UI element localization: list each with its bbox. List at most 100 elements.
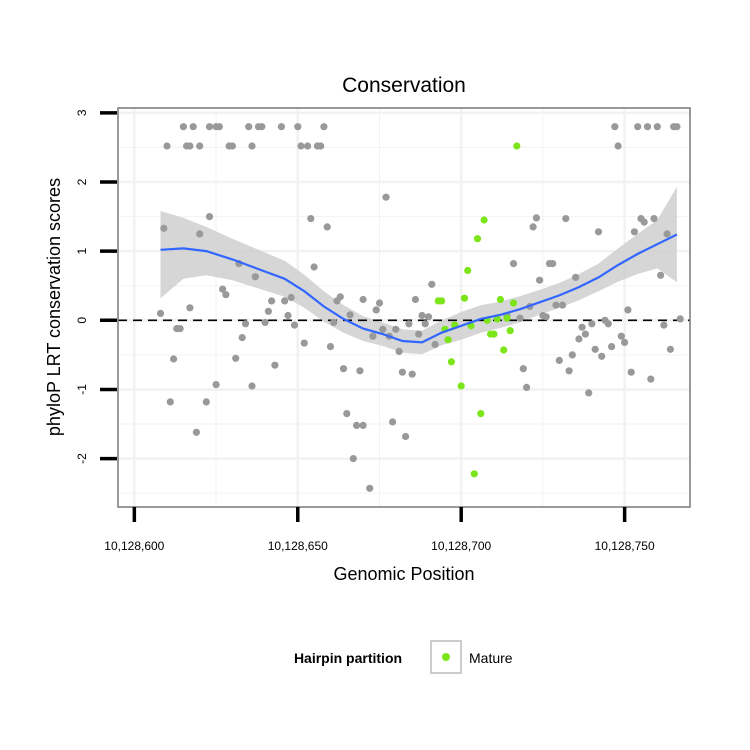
data-point [176, 325, 184, 333]
data-point [653, 123, 661, 131]
data-point-mature [477, 410, 485, 418]
data-point [189, 123, 197, 131]
data-point [608, 343, 616, 351]
data-point [621, 338, 629, 346]
legend-key-mature [442, 653, 450, 661]
data-point [604, 320, 612, 328]
x-axis: 10,128,600 10,128,650 10,128,700 10,128,750 [104, 507, 655, 553]
data-point-mature [473, 235, 482, 243]
data-point [202, 398, 210, 406]
data-point [261, 318, 269, 326]
data-point [359, 421, 367, 429]
data-point [402, 432, 410, 441]
data-point [356, 367, 364, 375]
data-point [297, 142, 305, 150]
data-point-mature [457, 382, 465, 390]
data-point [555, 356, 563, 364]
plot-panel-background [118, 108, 690, 507]
data-point-mature [509, 299, 518, 307]
data-point [395, 347, 403, 355]
data-point [219, 285, 227, 293]
data-point [264, 307, 272, 315]
data-point [585, 389, 593, 397]
data-point [552, 301, 560, 309]
data-point [405, 320, 413, 328]
chart-title: Conservation [342, 74, 466, 97]
data-point [304, 142, 312, 150]
data-point [277, 123, 285, 131]
data-point [320, 123, 328, 131]
y-tick-label: -2 [75, 453, 89, 464]
y-tick-label: 3 [75, 109, 89, 116]
data-point [369, 332, 377, 340]
data-point [353, 421, 361, 429]
data-point [660, 321, 668, 329]
data-point [398, 368, 406, 376]
x-tick-label: 10,128,750 [595, 539, 655, 553]
x-axis-title: Genomic Position [333, 564, 474, 584]
data-point [647, 375, 655, 383]
data-point [245, 123, 253, 131]
data-point [222, 291, 230, 299]
data-point [346, 311, 354, 319]
data-point-mature [464, 266, 472, 275]
x-tick-label: 10,128,650 [268, 539, 328, 553]
data-point [294, 123, 302, 131]
data-point [310, 263, 318, 271]
y-axis-title: phyloP LRT conservation scores [44, 178, 64, 436]
data-point [349, 455, 357, 463]
data-point [634, 123, 642, 131]
legend-title: Hairpin partition [294, 650, 402, 666]
data-point [241, 320, 250, 328]
legend: Hairpin partition Mature [294, 640, 513, 674]
data-point [630, 228, 639, 236]
data-point [196, 142, 204, 150]
data-point [640, 218, 648, 226]
data-point [549, 260, 557, 268]
data-point-mature [500, 346, 508, 354]
data-point [323, 223, 331, 231]
data-point-mature [503, 314, 511, 322]
data-point [238, 334, 246, 342]
data-point [330, 318, 338, 326]
data-points [156, 123, 684, 492]
y-tick-label: 2 [75, 178, 89, 185]
data-point [186, 142, 194, 150]
data-point-mature [447, 358, 455, 366]
data-point [248, 142, 256, 150]
data-point [336, 293, 344, 301]
data-point [581, 330, 590, 338]
data-point [418, 311, 426, 320]
data-point [228, 142, 236, 150]
data-point [617, 332, 626, 340]
data-point [568, 351, 576, 359]
data-point [205, 123, 214, 131]
data-point [536, 276, 544, 284]
data-point [529, 223, 537, 231]
data-point [290, 321, 299, 329]
data-point [611, 123, 619, 131]
data-point [366, 484, 374, 492]
data-point [650, 215, 658, 223]
data-point [594, 228, 603, 236]
data-point [372, 306, 380, 314]
data-point [379, 325, 387, 333]
data-point-mature [470, 470, 478, 478]
data-point [271, 361, 279, 369]
x-tick-label: 10,128,600 [104, 539, 164, 553]
data-point [186, 304, 194, 312]
data-point [588, 320, 596, 328]
data-point-mature [490, 330, 498, 338]
data-point [676, 315, 684, 323]
data-point [657, 271, 665, 279]
gridlines [118, 108, 690, 507]
data-point-mature [513, 142, 521, 150]
data-point [643, 123, 652, 131]
data-point [281, 297, 289, 305]
data-point [160, 224, 168, 232]
y-tick-label: 0 [75, 317, 89, 324]
data-point [591, 345, 599, 353]
data-point [166, 398, 174, 406]
y-axis: -2 -1 0 1 2 3 [75, 109, 117, 464]
